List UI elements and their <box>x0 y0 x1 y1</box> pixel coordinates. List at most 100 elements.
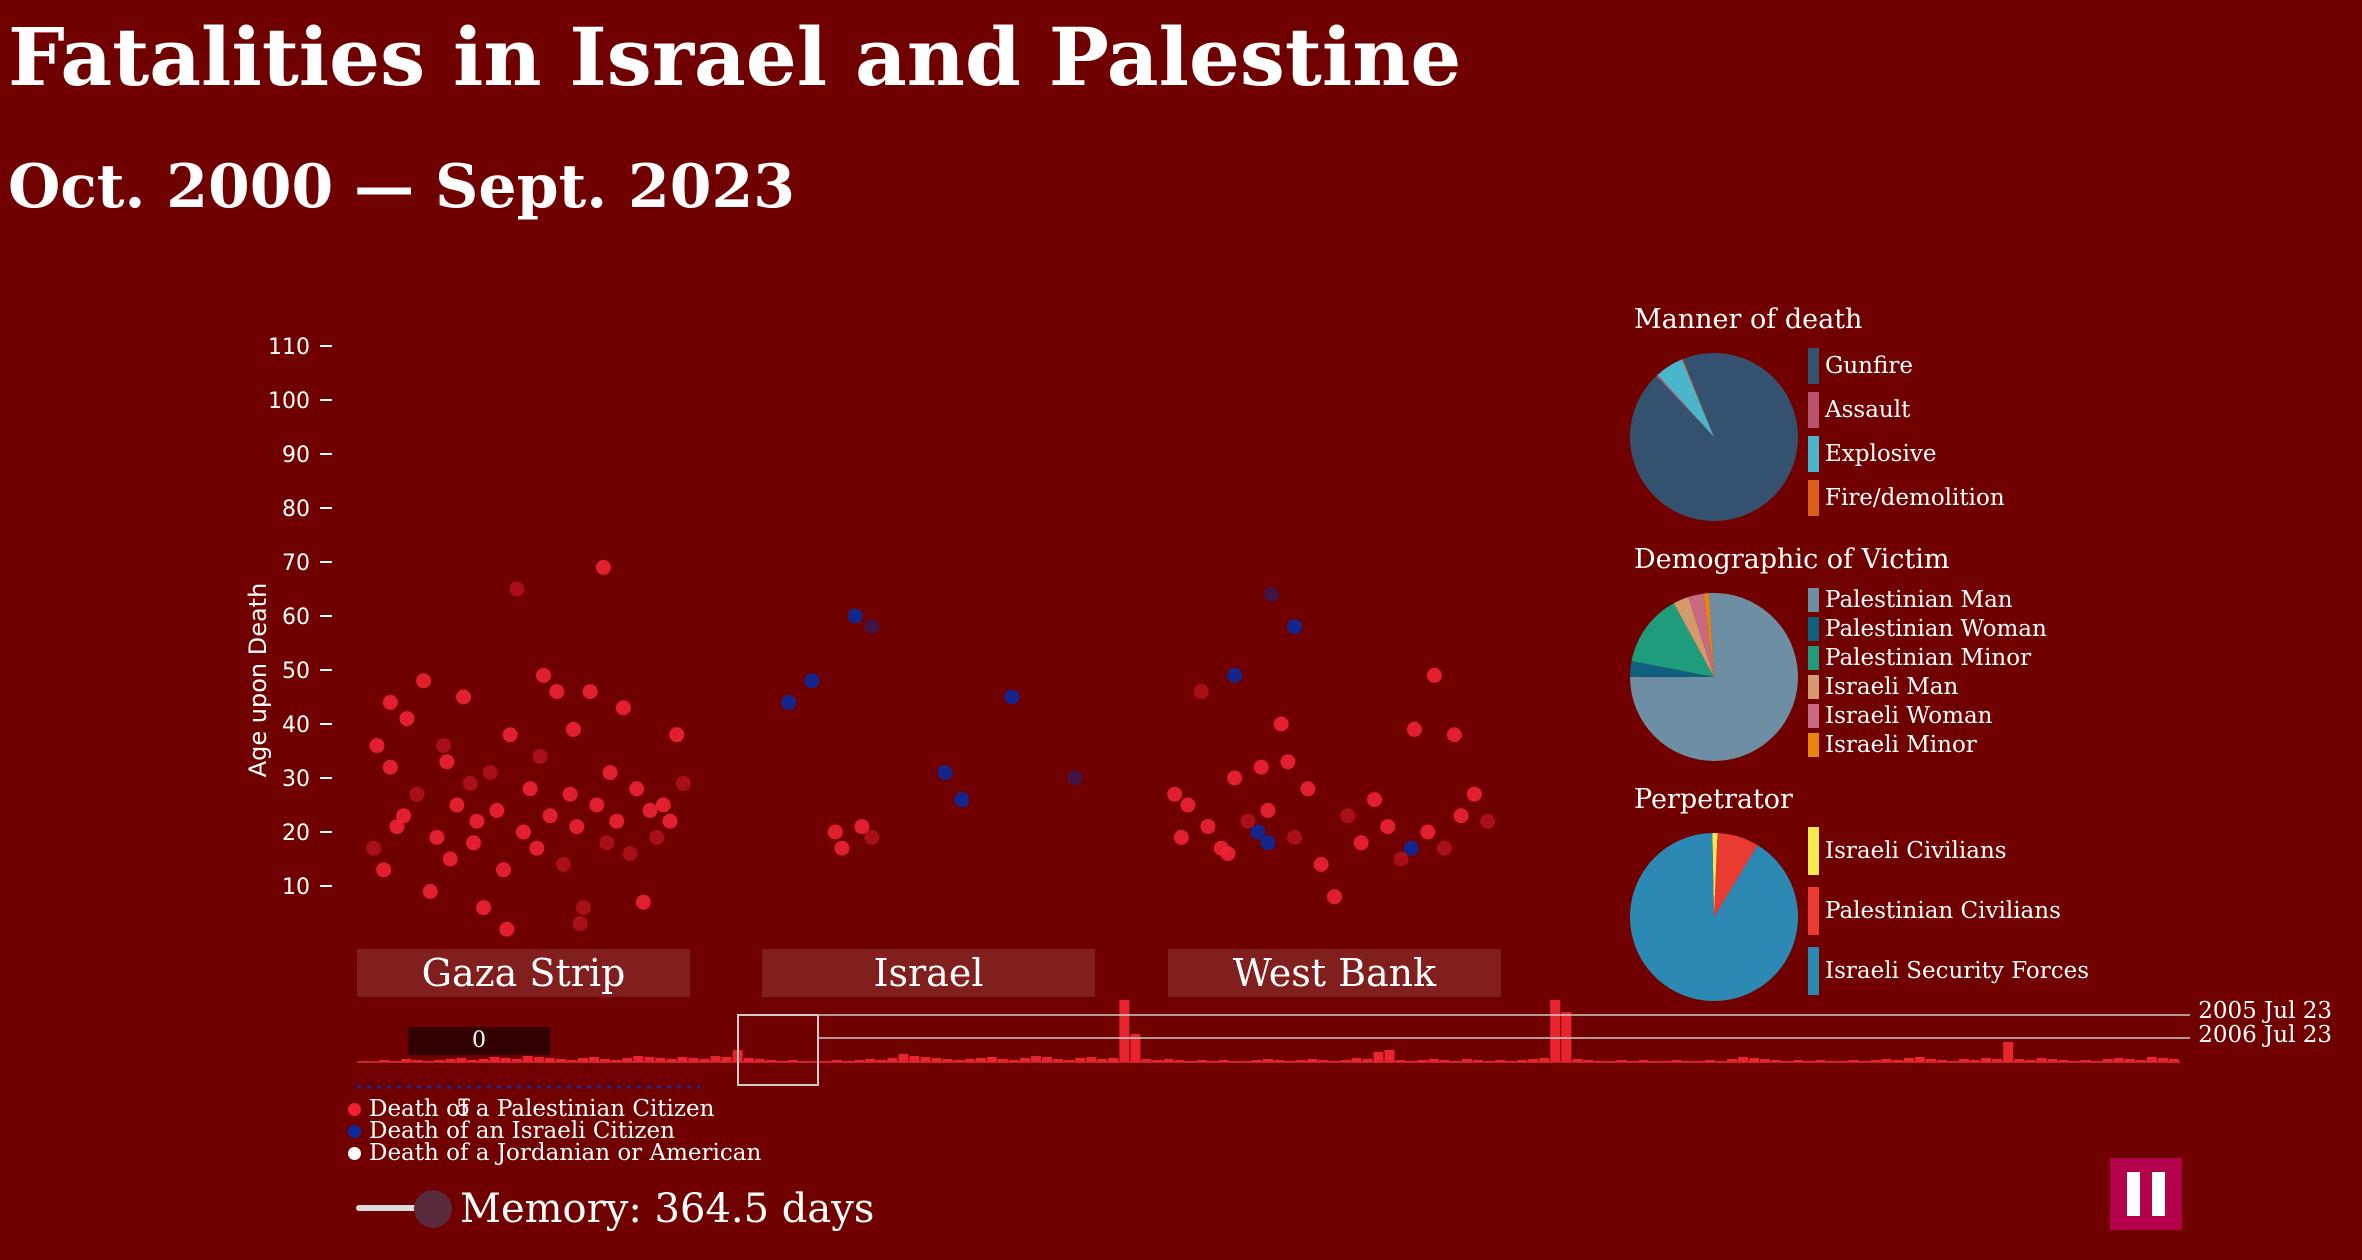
y-tick-label: 10 <box>282 875 310 900</box>
region-label-gaza-strip[interactable]: Gaza Strip <box>357 949 690 997</box>
timeline-bar <box>555 1059 566 1062</box>
timeline-bar <box>2069 1061 2080 1062</box>
palestinian-death-point <box>409 786 425 802</box>
y-tick-label: 100 <box>268 389 310 414</box>
palestinian-death-point <box>1260 802 1276 818</box>
timeline-bar <box>2036 1058 2047 1062</box>
legend-swatch <box>1808 947 1819 995</box>
legend-swatch <box>1808 617 1819 641</box>
timeline-bar <box>1715 1061 1727 1062</box>
timeline-bar <box>1760 1059 1771 1062</box>
pie-slice <box>1681 358 1714 437</box>
palestinian-dot-icon <box>348 1102 361 1116</box>
timeline-chart[interactable] <box>0 1000 2362 1100</box>
region-label-west-bank[interactable]: West Bank <box>1168 949 1501 997</box>
legend-label: Palestinian Man <box>1825 587 2013 613</box>
memory-slider-handle[interactable] <box>414 1190 452 1228</box>
palestinian-death-point <box>502 727 518 743</box>
timeline-bars <box>357 1000 2179 1062</box>
palestinian-death-point <box>1327 889 1342 905</box>
palestinian-death-point <box>1253 759 1269 775</box>
timeline-bar <box>1152 1060 1163 1062</box>
legend-label: Assault <box>1825 397 1911 423</box>
palestinian-death-point <box>1340 808 1356 824</box>
palestinian-death-point <box>1200 819 1216 835</box>
palestinian-death-point <box>1287 829 1303 845</box>
palestinian-death-point <box>542 808 558 824</box>
timeline-bar <box>1318 1060 1329 1062</box>
timeline-bar <box>600 1059 611 1062</box>
timeline-bar <box>975 1058 986 1062</box>
palestinian-death-point <box>649 829 665 845</box>
legend-swatch <box>1808 392 1819 428</box>
timeline-bar <box>1218 1060 1229 1062</box>
timeline-bar <box>765 1060 776 1062</box>
timeline-bar <box>1406 1061 1417 1062</box>
timeline-bar <box>467 1060 478 1062</box>
timeline-bar <box>821 1061 832 1062</box>
timeline-bar <box>1837 1061 1848 1062</box>
timeline-bar <box>577 1058 589 1062</box>
pie-slice <box>1688 593 1714 677</box>
palestinian-death-point <box>1453 808 1469 824</box>
timeline-bar <box>2058 1060 2069 1062</box>
timeline-bar <box>1362 1059 1373 1062</box>
timeline-bar <box>776 1061 787 1062</box>
timeline-bar <box>2168 1059 2179 1062</box>
palestinian-death-point <box>532 748 548 764</box>
palestinian-death-point <box>555 856 571 872</box>
timeline-bar <box>1196 1060 1207 1062</box>
timeline-bar <box>1627 1061 1638 1062</box>
timeline-bar <box>544 1058 555 1062</box>
palestinian-death-point <box>565 721 581 737</box>
page-title: Fatalities in Israel and Palestine <box>8 10 1462 104</box>
page-subtitle: Oct. 2000 — Sept. 2023 <box>8 152 796 222</box>
pie-legend-item: Palestinian Woman <box>1808 616 2047 642</box>
israeli-death-point <box>1287 619 1303 635</box>
timeline-bar <box>1517 1060 1528 1062</box>
palestinian-death-point <box>1380 819 1396 835</box>
timeline-bar <box>1826 1061 1837 1062</box>
timeline-bar <box>798 1061 809 1062</box>
palestinian-death-point <box>429 829 445 845</box>
timeline-bar <box>401 1059 412 1062</box>
timeline-bar <box>1638 1060 1649 1062</box>
palestinian-death-point <box>572 916 588 932</box>
palestinian-death-point <box>609 813 625 829</box>
pie-title-manner: Manner of death <box>1634 304 1863 335</box>
timeline-bar <box>721 1057 732 1062</box>
legend-swatch <box>1808 733 1819 757</box>
region-label-israel[interactable]: Israel <box>762 949 1095 997</box>
timeline-bar <box>1483 1061 1494 1062</box>
palestinian-death-point <box>1393 851 1409 867</box>
pause-button[interactable] <box>2110 1158 2182 1230</box>
timeline-brush[interactable] <box>737 1014 819 1086</box>
legend-label: Explosive <box>1825 441 1937 467</box>
palestinian-death-point <box>499 921 515 937</box>
israeli-death-point <box>847 608 863 624</box>
timeline-slider-value[interactable]: 0 <box>408 1027 550 1055</box>
timeline-bar <box>1738 1057 1749 1062</box>
timeline-bar <box>1119 1000 1130 1062</box>
timeline-bar <box>942 1059 953 1062</box>
y-axis-label: Age upon Death <box>244 583 272 778</box>
palestinian-death-point <box>1167 786 1183 802</box>
palestinian-death-point <box>396 808 412 824</box>
israeli-death-point <box>1227 667 1243 683</box>
palestinian-death-point <box>529 840 545 856</box>
legend-jordanian-american-label: Death of a Jordanian or American <box>369 1140 762 1166</box>
memory-slider-track[interactable] <box>356 1205 438 1211</box>
timeline-bar <box>1859 1061 1870 1062</box>
timeline-slider-step[interactable]: 5 <box>456 1096 470 1121</box>
palestinian-death-point <box>1273 716 1289 732</box>
memory-label: Memory: 364.5 days <box>460 1186 875 1232</box>
legend-label: Fire/demolition <box>1825 485 2005 511</box>
palestinian-death-point <box>642 802 658 818</box>
pie-title-perpetrator: Perpetrator <box>1634 784 1793 815</box>
y-tick-label: 50 <box>282 659 310 684</box>
israeli-death-point <box>937 765 953 781</box>
pie-slice <box>1657 359 1714 437</box>
pie-slice <box>1630 661 1714 677</box>
timeline-bar <box>445 1059 456 1062</box>
legend-label: Israeli Minor <box>1825 732 1977 758</box>
